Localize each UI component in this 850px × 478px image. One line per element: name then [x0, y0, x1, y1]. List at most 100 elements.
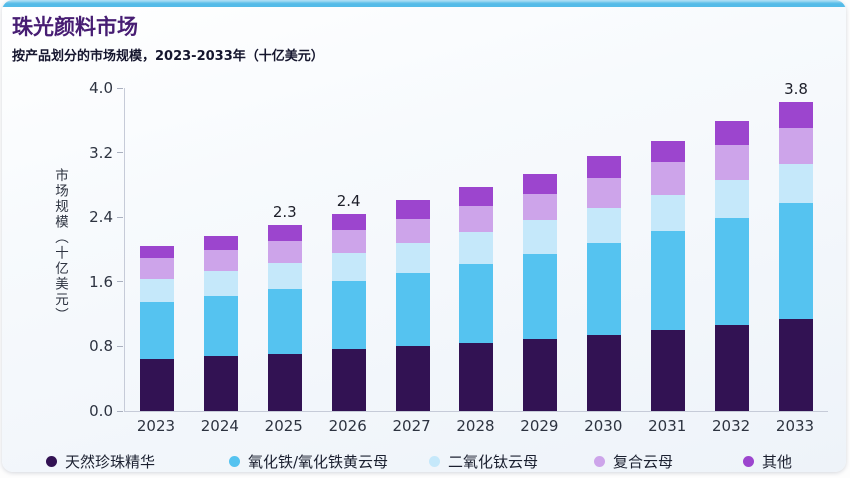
bar-segment	[587, 208, 622, 244]
legend-item: 二氧化钛云母	[429, 451, 538, 472]
legend-item: 天然珍珠精华	[46, 451, 155, 472]
bar-segment	[523, 193, 558, 221]
x-axis-label: 2029	[520, 417, 559, 435]
chart-title: 珠光颜料市场	[12, 15, 138, 39]
bar-column-2031	[636, 88, 700, 411]
bar-segment	[331, 213, 366, 231]
bar-segment	[331, 252, 366, 282]
bar-segment	[779, 101, 814, 129]
y-tick-mark	[117, 87, 123, 89]
bar-segment	[587, 155, 622, 178]
bar-stack	[779, 101, 814, 411]
bar-segment	[523, 253, 558, 340]
card-accent-strip	[2, 0, 846, 7]
bar-total-label: 3.8	[784, 79, 808, 98]
bar-stack	[523, 173, 558, 411]
legend-label: 天然珍珠精华	[65, 453, 156, 471]
bar-total-label: 2.4	[336, 191, 361, 210]
legend-dot-icon	[46, 456, 57, 467]
bar-column-2028	[445, 88, 509, 411]
legend-dot-icon	[594, 456, 605, 467]
bar-segment	[395, 243, 430, 273]
bar-segment	[715, 218, 750, 325]
bar-segment	[459, 187, 494, 207]
bar-segment	[267, 240, 302, 263]
bar-stack	[587, 155, 622, 411]
y-tick: 4.0	[63, 79, 123, 97]
bar-column-2023	[125, 88, 189, 411]
bar-segment	[715, 121, 750, 146]
bar-segment	[715, 145, 750, 181]
bar-segment	[139, 358, 174, 411]
bar-stack	[395, 200, 430, 411]
y-tick-mark	[117, 345, 123, 347]
legend-label: 氧化铁/氧化铁黄云母	[248, 453, 389, 471]
x-axis-label: 2031	[648, 417, 687, 435]
bar-stack	[267, 225, 302, 411]
bar-segment	[203, 235, 238, 251]
bar-segment	[267, 353, 302, 411]
bar-segment	[139, 245, 174, 259]
chart-subtitle: 按产品划分的市场规模，2023-2033年（十亿美元）	[12, 49, 324, 65]
y-axis-title: 市场规模（十亿美元）	[52, 168, 68, 323]
bar-segment	[715, 324, 750, 411]
bar-stack	[651, 140, 686, 411]
y-tick-mark	[117, 281, 123, 283]
bar-column-2026: 2.4	[317, 88, 381, 411]
bar-segment	[203, 356, 238, 411]
bar-stack	[715, 121, 750, 411]
chart-header: 珠光颜料市场 按产品划分的市场规模，2023-2033年（十亿美元）	[12, 14, 324, 64]
bar-column-2030	[572, 88, 636, 411]
plot-area: 4.0 3.2 2.4 1.6 0.8 0.0 2.3 2.4 3.8	[89, 79, 828, 420]
bar-column-2024	[189, 88, 253, 411]
bar-segment	[523, 173, 558, 194]
x-axis-label: 2033	[775, 417, 815, 435]
bar-segment	[651, 230, 686, 331]
x-axis-label: 2030	[584, 417, 623, 435]
bar-column-2029	[508, 88, 572, 411]
bar-stack	[459, 187, 494, 411]
legend-label: 复合云母	[613, 453, 674, 471]
bar-total-label: 2.3	[272, 203, 297, 222]
bar-segment	[331, 230, 366, 253]
bar-segment	[267, 225, 302, 241]
bar-segment	[459, 343, 494, 411]
legend-dot-icon	[229, 456, 240, 467]
bar-column-2032	[700, 88, 764, 411]
bar-segment	[779, 203, 814, 319]
legend-dot-icon	[743, 456, 754, 467]
bar-segment	[139, 279, 174, 302]
bar-stack	[331, 213, 366, 411]
bar-segment	[651, 330, 686, 411]
bar-segment	[139, 258, 174, 280]
bar-column-2027	[381, 88, 445, 411]
bar-segment	[395, 218, 430, 244]
bar-segment	[779, 163, 814, 204]
x-axis-label: 2026	[328, 417, 367, 435]
bar-segment	[779, 318, 814, 411]
bar-segment	[587, 335, 622, 411]
bar-segment	[203, 295, 238, 357]
bar-segment	[587, 243, 622, 336]
y-tick-label: 2.4	[89, 208, 113, 227]
y-tick-label: 0.0	[89, 402, 113, 420]
legend-label: 二氧化钛云母	[448, 453, 539, 471]
y-tick: 2.4	[63, 208, 123, 226]
bar-segment	[523, 220, 558, 254]
legend: 天然珍珠精华 氧化铁/氧化铁黄云母 二氧化钛云母 复合云母 其他	[2, 451, 846, 471]
bar-segment	[779, 128, 814, 164]
y-tick-label: 0.8	[89, 337, 113, 356]
bar-stack	[139, 245, 174, 411]
y-tick-mark	[117, 410, 123, 412]
bars-container: 2.3 2.4 3.8	[125, 80, 828, 411]
bar-segment	[651, 162, 686, 196]
y-tick-label: 1.6	[89, 272, 113, 291]
bar-segment	[203, 270, 238, 296]
bar-segment	[459, 206, 494, 232]
legend-item: 氧化铁/氧化铁黄云母	[229, 451, 388, 472]
x-axis-label: 2025	[264, 417, 303, 435]
x-axis-label: 2024	[200, 417, 239, 435]
y-tick: 0.8	[63, 337, 123, 355]
legend-dot-icon	[429, 456, 440, 467]
